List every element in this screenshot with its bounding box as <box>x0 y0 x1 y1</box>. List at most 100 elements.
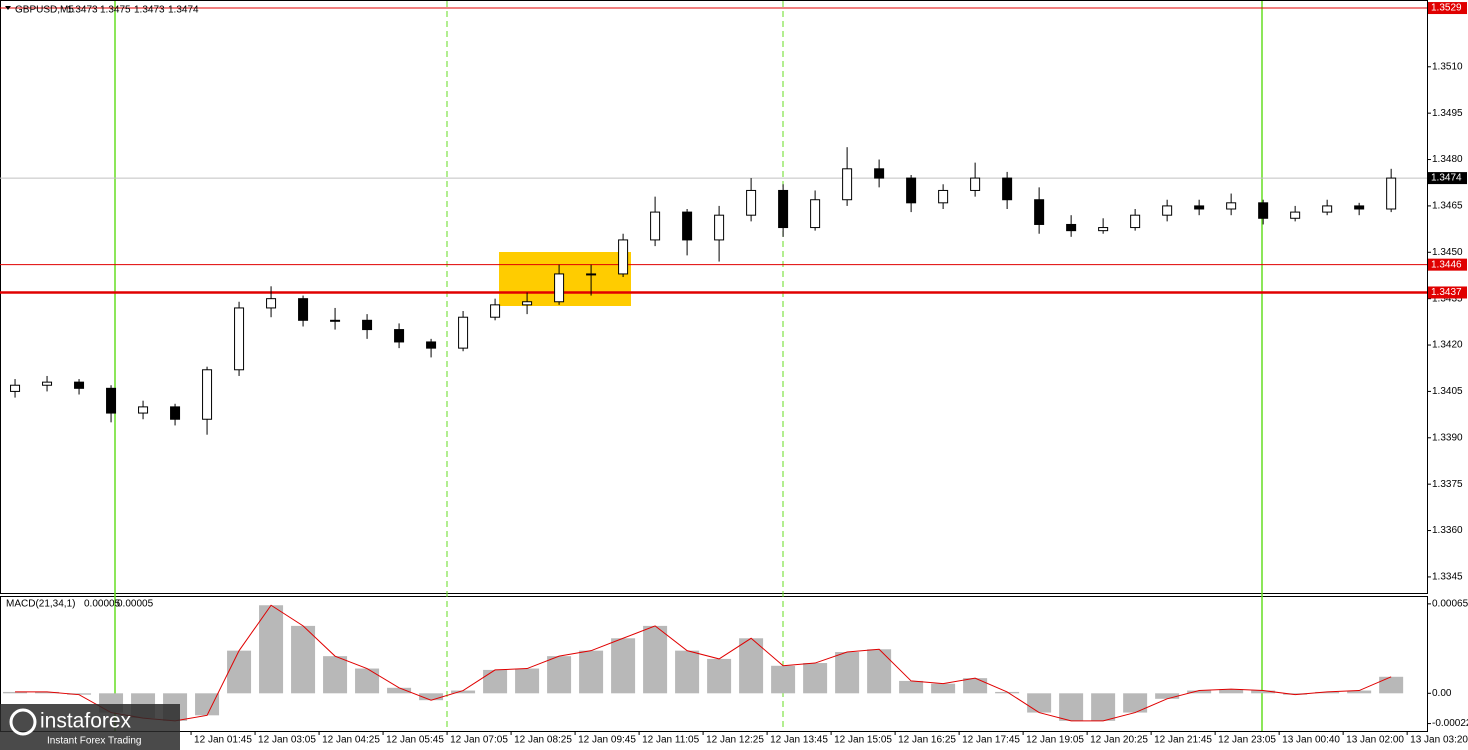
candle-body <box>1098 227 1109 232</box>
candle-body <box>1002 177 1013 201</box>
price-level-label: 1.3437 <box>1431 287 1462 298</box>
y-tick-label: 1.3345 <box>1432 572 1463 583</box>
price-level-tag <box>1428 2 1467 15</box>
macd-bar <box>35 691 60 694</box>
macd-bar <box>707 658 732 694</box>
macd-bar <box>1315 691 1340 694</box>
macd-bar <box>1059 693 1084 721</box>
candle-body <box>458 316 469 349</box>
candle-body <box>74 381 85 389</box>
macd-bar <box>1283 693 1308 695</box>
macd-bar <box>1027 693 1052 713</box>
macd-bar <box>643 625 668 694</box>
watermark-brand: instaforex <box>40 710 132 733</box>
symbol: GBPUSD,M5 <box>15 5 74 16</box>
highlight-zone <box>499 252 631 306</box>
candle-body <box>298 298 309 321</box>
macd-bar <box>771 665 796 694</box>
price-pane <box>0 0 1428 594</box>
candle-body <box>1258 202 1269 219</box>
candle-body <box>10 384 21 392</box>
macd-bar <box>579 650 604 694</box>
macd-bar <box>451 690 476 694</box>
x-tick-label: 13 Jan 02:00 <box>1346 735 1404 746</box>
candle-body <box>778 189 789 229</box>
candle-body <box>170 406 181 420</box>
macd-bar <box>1091 693 1116 721</box>
price-level-label: 1.3446 <box>1431 259 1462 270</box>
x-tick-label: 12 Jan 17:45 <box>962 735 1020 746</box>
x-tick-label: 12 Jan 15:05 <box>834 735 892 746</box>
candle-body <box>746 189 757 216</box>
candle-body <box>362 319 373 331</box>
y-tick-label: 1.3360 <box>1432 525 1463 536</box>
macd-bar <box>835 652 860 694</box>
macd-bar <box>355 668 380 694</box>
candle-body <box>1034 199 1045 225</box>
macd-bar <box>3 691 28 694</box>
candle-body <box>554 273 565 303</box>
candle-body <box>842 168 853 201</box>
candle-body <box>426 341 437 349</box>
macd-bar <box>1347 690 1372 694</box>
price-level-tag <box>1428 286 1467 299</box>
macd-bar <box>1155 693 1180 699</box>
macd-bar <box>963 678 988 694</box>
macd-bar <box>323 656 348 694</box>
macd-bar <box>611 638 636 694</box>
candle-body <box>1130 214 1141 229</box>
macd-bar <box>483 669 508 694</box>
macd-label: MACD(21,34,1) <box>6 599 75 610</box>
candle-body <box>490 304 501 318</box>
macd-bar <box>1123 693 1148 713</box>
macd-y-tick-label: -0.00022 <box>1432 718 1468 729</box>
macd-bar <box>515 668 540 694</box>
last-low: 1.3473 <box>134 5 165 16</box>
macd-bar <box>419 693 444 701</box>
y-tick-label: 1.3495 <box>1432 108 1463 119</box>
candle-body <box>1194 205 1205 210</box>
candle-body <box>394 329 405 343</box>
macd-bar <box>67 693 92 695</box>
x-tick-label: 12 Jan 11:05 <box>642 735 700 746</box>
candle-body <box>650 211 661 241</box>
macd-bar <box>899 680 924 694</box>
x-tick-label: 12 Jan 20:25 <box>1090 735 1148 746</box>
x-tick-label: 12 Jan 01:45 <box>194 735 252 746</box>
macd-pane <box>0 596 1428 732</box>
macd-bar <box>739 638 764 694</box>
macd-bar <box>803 663 828 694</box>
macd-bar <box>547 656 572 694</box>
x-tick-label: 12 Jan 12:25 <box>706 735 764 746</box>
x-tick-label: 12 Jan 09:45 <box>578 735 636 746</box>
candle-body <box>618 239 629 275</box>
candle-body <box>522 301 533 306</box>
watermark-tagline: Instant Forex Trading <box>47 736 142 747</box>
candle-body <box>586 273 597 276</box>
macd-value: 0.00005 <box>84 599 121 610</box>
x-tick-label: 12 Jan 19:05 <box>1026 735 1084 746</box>
macd-bar <box>1219 689 1244 694</box>
candle-body <box>1354 205 1365 210</box>
macd-bar <box>259 605 284 694</box>
candle-body <box>714 214 725 241</box>
candle-body <box>1226 202 1237 210</box>
candle-body <box>1066 223 1077 232</box>
watermark-icon <box>9 708 37 736</box>
macd-bar <box>931 683 956 694</box>
candle-body <box>1386 177 1397 210</box>
price-level-label: 1.3529 <box>1431 3 1462 14</box>
macd-bar <box>1251 690 1276 694</box>
x-tick-label: 12 Jan 08:25 <box>514 735 572 746</box>
candle-body <box>106 387 117 414</box>
signal-value: 0.00005 <box>117 599 154 610</box>
last-open: 1.3473 <box>67 5 98 16</box>
x-tick-label: 12 Jan 07:05 <box>450 735 508 746</box>
y-tick-label: 1.3405 <box>1432 386 1463 397</box>
macd-line <box>15 604 1392 722</box>
y-tick-label: 1.3420 <box>1432 340 1463 351</box>
macd-bar <box>227 650 252 694</box>
